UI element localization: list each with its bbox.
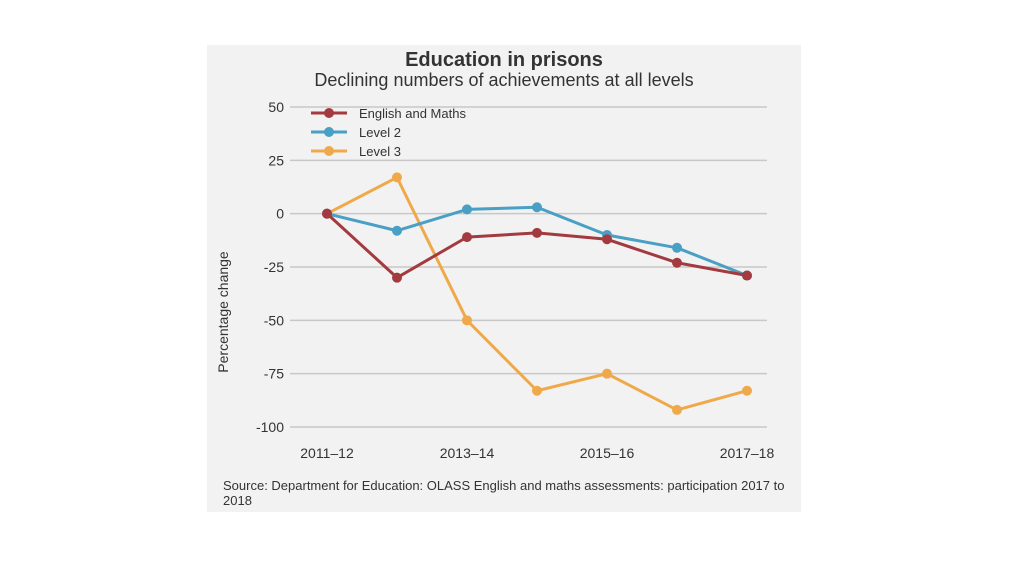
data-point	[532, 227, 542, 238]
legend-label: Level 3	[359, 144, 401, 159]
chart-panel: Education in prisons Declining numbers o…	[207, 45, 801, 512]
data-point	[742, 270, 752, 281]
y-tick-label: 0	[276, 206, 284, 222]
legend-swatch-marker	[324, 108, 334, 118]
x-tick-label: 2013–14	[440, 445, 495, 461]
y-tick-label: -100	[256, 419, 284, 435]
series-line	[325, 175, 749, 412]
data-point	[602, 368, 612, 379]
data-point	[462, 232, 472, 243]
data-point	[322, 208, 332, 219]
data-point	[532, 385, 542, 396]
x-tick-label: 2017–18	[720, 445, 775, 461]
y-tick-label: -25	[264, 259, 284, 275]
data-point	[532, 202, 542, 213]
legend-label: Level 2	[359, 125, 401, 140]
y-tick-label: 50	[268, 99, 284, 115]
y-tick-label: -50	[264, 312, 284, 328]
legend-swatch-marker	[324, 127, 334, 137]
data-point	[392, 272, 402, 283]
data-point	[672, 242, 682, 253]
series-line	[325, 212, 749, 280]
data-point	[392, 172, 402, 183]
legend-label: English and Maths	[359, 106, 466, 121]
line-chart: 50 25 0 -25 -50 -75 -100 2011–12 2013–14 2015–16 2…	[256, 99, 775, 461]
data-point	[742, 385, 752, 396]
data-point	[462, 204, 472, 215]
x-tick-label: 2011–12	[300, 445, 354, 461]
data-point	[462, 315, 472, 326]
data-point	[672, 404, 682, 415]
x-tick-label: 2015–16	[580, 445, 635, 461]
data-point	[392, 225, 402, 236]
y-tick-label: 25	[268, 152, 284, 168]
y-tick-label: -75	[264, 366, 284, 382]
chart-title: Education in prisons	[405, 49, 603, 71]
source-note: Source: Department for Education: OLASS …	[223, 478, 785, 508]
chart-subtitle: Declining numbers of achievements at all…	[314, 70, 694, 90]
data-point	[602, 234, 612, 245]
legend-swatch-marker	[324, 146, 334, 156]
data-point	[672, 257, 682, 268]
